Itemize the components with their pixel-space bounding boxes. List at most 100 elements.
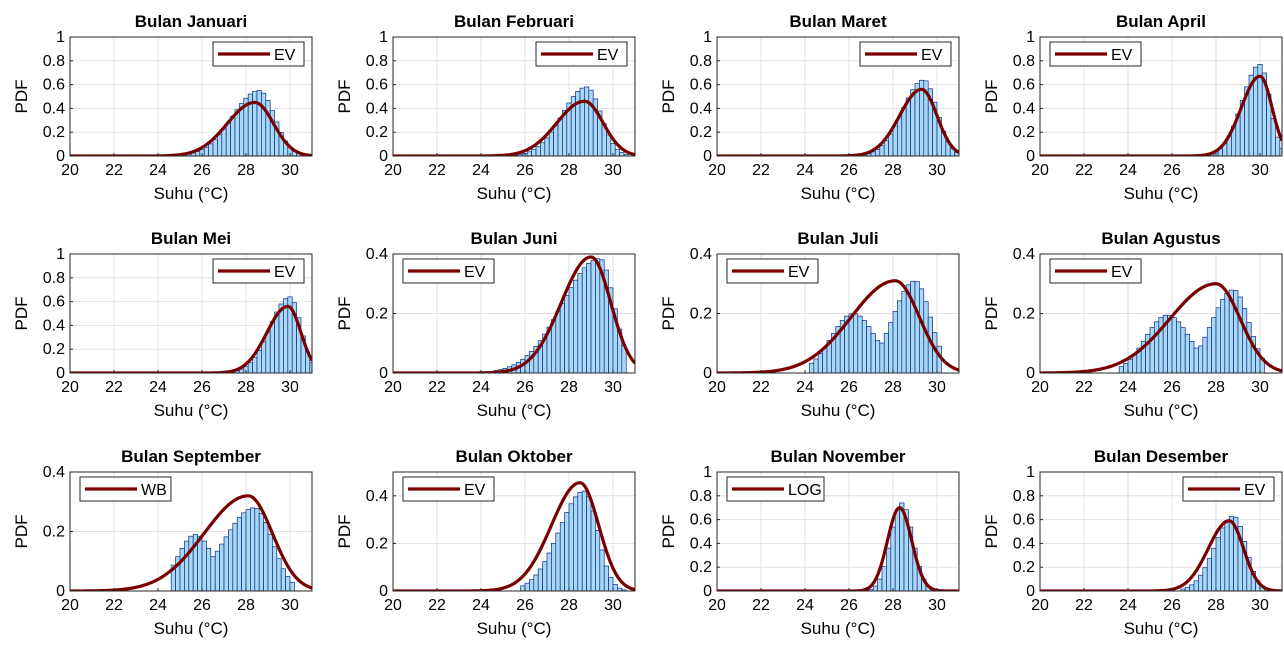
histogram-bar [289,581,295,591]
x-tick-label: 24 [796,162,814,179]
histogram-bar [875,149,881,156]
y-tick-label: 1 [56,246,65,263]
x-tick-label: 24 [796,379,814,396]
x-tick-label: 24 [472,162,490,179]
x-tick-label: 26 [840,597,858,614]
histogram-bar [606,134,612,156]
histogram-bar [197,535,203,591]
histogram-bar [526,151,532,156]
y-tick-label: 1 [379,29,388,46]
y-tick-label: 1 [56,29,65,46]
y-tick-label: 0.8 [366,53,388,70]
y-tick-label: 0.6 [1013,512,1035,529]
subplot-11: 20 22 24 26 28 30 0 0.2 0.4 0.6 0.8 1 Bulan November… [659,447,960,638]
histogram-bar [897,116,903,156]
x-tick-label: 22 [1075,162,1093,179]
histogram-bar [230,115,236,156]
y-tick-label: 0.4 [690,100,712,117]
histogram [493,258,627,373]
legend-label: LOG [788,482,822,499]
x-tick-label: 30 [928,597,946,614]
histogram-bar [590,259,596,373]
x-tick-label: 26 [516,597,534,614]
y-tick-label: 0.4 [366,100,388,117]
fit-curve [70,100,312,156]
legend-label: EV [464,482,486,499]
y-axis-label: PDF [659,515,678,549]
y-tick-label: 0.2 [690,124,712,141]
histogram-bar [217,134,223,156]
histogram-bar [901,107,907,156]
histogram-bar [608,577,614,591]
x-tick-label: 22 [752,379,770,396]
y-axis-label: PDF [12,515,31,549]
x-tick-label: 26 [1163,597,1181,614]
x-axis-label: Suhu (°C) [1124,184,1199,203]
subplot-9: 20 22 24 26 28 30 0 0.2 0.4 Bulan September Suhu (… [12,447,313,638]
histogram-bar [184,540,190,591]
legend-label: EV [274,264,296,281]
y-tick-label: 0.2 [366,124,388,141]
subplot-title: Bulan Mei [151,229,231,248]
legend-label: EV [1244,482,1266,499]
histogram-bar [1224,520,1230,591]
y-tick-label: 0.2 [43,341,65,358]
histogram-bar [546,552,552,591]
y-tick-label: 0 [1026,583,1035,600]
histogram-bar [261,341,267,373]
legend-label: EV [788,264,810,281]
y-tick-label: 1 [1026,464,1035,481]
histogram-bar [265,331,271,373]
x-tick-label: 22 [752,597,770,614]
histogram [1180,516,1270,591]
histogram-bar [919,288,925,373]
histogram-bar [822,347,828,373]
histogram-bar [817,353,823,373]
histogram-bar [586,262,592,373]
histogram-bar [1127,358,1133,373]
histogram-bar [573,279,579,373]
histogram-bar [886,547,892,591]
histogram-bar [870,332,876,373]
histogram-bar [577,492,583,591]
histogram-bar [1176,321,1182,373]
x-tick-label: 28 [560,162,578,179]
x-axis-label: Suhu (°C) [801,184,876,203]
y-tick-label: 0 [703,365,712,382]
histogram-bar [914,83,920,156]
histogram-bar [599,549,605,591]
histogram-bar [1215,307,1221,373]
histogram-bar [276,558,282,591]
histogram-bar [1198,345,1204,373]
histogram-bar [861,320,867,373]
axes-box [69,253,313,374]
subplot-title: Bulan Juli [797,229,878,248]
histogram [170,507,295,591]
histogram-bar [548,131,554,156]
y-tick-label: 0.4 [1013,100,1035,117]
x-tick-label: 24 [796,597,814,614]
y-tick-label: 0.8 [1013,53,1035,70]
legend-label: WB [141,482,167,499]
legend: EV [402,258,495,284]
y-tick-label: 0.2 [366,306,388,323]
histogram-bar [848,313,854,373]
histogram-bar [1167,314,1173,373]
histogram-bar [223,536,229,591]
legend-label: EV [597,47,619,64]
histogram-bar [254,507,260,591]
histogram-bar [866,326,872,373]
histogram-bar [872,585,878,591]
x-tick-label: 22 [105,597,123,614]
subplot-title: Bulan Oktober [455,447,573,466]
x-tick-label: 26 [516,379,534,396]
y-tick-label: 0.8 [43,53,65,70]
histogram-bar [252,356,258,373]
y-tick-label: 0.4 [366,246,388,263]
x-tick-label: 20 [61,597,79,614]
y-axis-label: PDF [335,80,354,114]
histogram-bar [892,125,898,156]
subplot-title: Bulan November [770,447,905,466]
axes-box [69,36,313,157]
x-axis-label: Suhu (°C) [1124,401,1199,420]
